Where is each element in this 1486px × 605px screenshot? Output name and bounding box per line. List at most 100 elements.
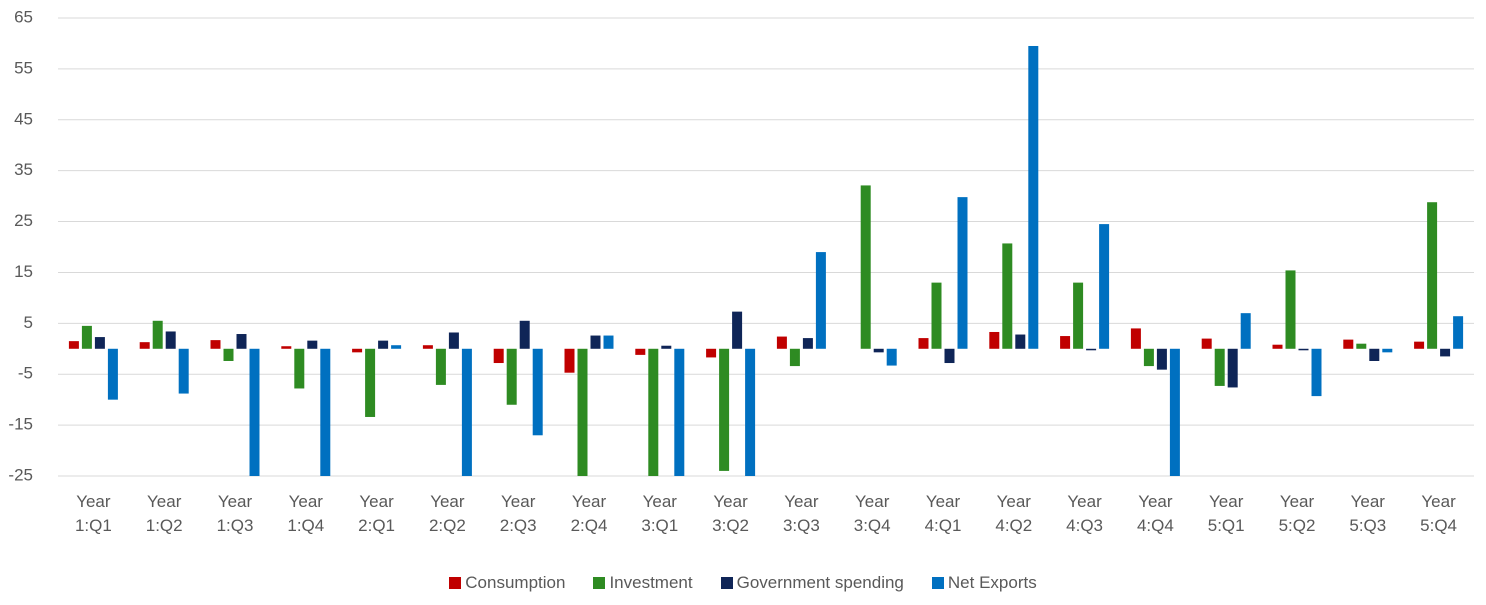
bar xyxy=(107,348,118,400)
bar xyxy=(706,348,717,358)
bar xyxy=(1356,343,1367,349)
bar xyxy=(1227,348,1238,388)
bar xyxy=(532,348,543,436)
bar xyxy=(1440,348,1451,357)
bar xyxy=(1382,348,1393,353)
bar xyxy=(81,325,92,349)
x-tick-label: Year 2:Q3 xyxy=(499,492,537,535)
bar xyxy=(249,348,260,476)
bar xyxy=(352,348,363,353)
bar xyxy=(1028,45,1039,349)
bar xyxy=(802,338,813,349)
x-tick-label: Year 5:Q2 xyxy=(1278,492,1316,535)
bar xyxy=(68,341,79,349)
x-tick-label: Year 5:Q3 xyxy=(1349,492,1387,535)
legend-item: Consumption xyxy=(449,573,565,593)
bar xyxy=(1156,348,1167,370)
bar xyxy=(648,348,659,476)
y-tick-label: 45 xyxy=(14,109,33,128)
bar xyxy=(1414,341,1425,349)
bar xyxy=(564,348,575,373)
bar xyxy=(1169,348,1180,476)
bar xyxy=(294,348,305,389)
x-tick-label: Year 3:Q1 xyxy=(641,492,679,535)
bar xyxy=(210,340,221,349)
bar xyxy=(281,346,292,349)
bar xyxy=(1201,338,1212,349)
x-tick-label: Year 3:Q2 xyxy=(712,492,750,535)
x-tick-label: Year 2:Q2 xyxy=(428,492,466,535)
x-tick-label: Year 3:Q3 xyxy=(782,492,820,535)
legend-label: Consumption xyxy=(465,573,566,592)
bar xyxy=(223,348,234,361)
bar xyxy=(152,320,163,349)
legend-item: Investment xyxy=(593,573,693,593)
x-tick-label: Year 1:Q4 xyxy=(287,492,325,535)
bar xyxy=(989,331,1000,349)
x-tick-label: Year 2:Q1 xyxy=(358,492,396,535)
bar xyxy=(1311,348,1322,397)
bar xyxy=(1073,282,1084,349)
bar xyxy=(1285,270,1296,349)
bar xyxy=(1214,348,1225,386)
bar xyxy=(944,348,955,364)
bar xyxy=(590,335,601,349)
bar xyxy=(1343,339,1354,349)
bar xyxy=(236,334,247,349)
bar xyxy=(94,337,105,349)
bar xyxy=(873,348,884,353)
x-tick-label: Year 5:Q4 xyxy=(1420,492,1458,535)
bar xyxy=(635,348,646,355)
bar xyxy=(1015,334,1026,349)
bar xyxy=(493,348,504,364)
bar xyxy=(674,348,685,476)
bar xyxy=(1369,348,1380,361)
x-tick-label: Year 4:Q4 xyxy=(1136,492,1174,535)
bar xyxy=(719,348,730,471)
bar xyxy=(1453,316,1464,349)
bar xyxy=(378,340,389,349)
bar xyxy=(661,345,672,349)
y-tick-label: 65 xyxy=(14,7,33,26)
x-tick-label: Year 2:Q4 xyxy=(570,492,608,535)
bar xyxy=(776,336,787,349)
y-tick-label: 5 xyxy=(24,313,33,332)
bar xyxy=(422,345,433,349)
bar xyxy=(365,348,376,417)
legend-label: Net Exports xyxy=(947,573,1037,592)
bar xyxy=(1099,224,1110,349)
bar xyxy=(745,348,756,476)
bar xyxy=(506,348,517,405)
bar xyxy=(1298,348,1309,351)
bar xyxy=(165,331,176,349)
bar xyxy=(1143,348,1154,367)
bar xyxy=(519,320,530,349)
bar xyxy=(577,348,588,476)
bar xyxy=(957,197,968,349)
x-tick-label: Year 1:Q3 xyxy=(216,492,254,535)
bar xyxy=(1002,243,1013,349)
bar xyxy=(461,348,472,476)
bar xyxy=(1427,202,1438,349)
x-tick-label: Year 4:Q2 xyxy=(995,492,1033,535)
legend-label: Government spending xyxy=(736,573,904,592)
bar xyxy=(139,342,150,349)
x-tick-label: Year 4:Q1 xyxy=(924,492,962,535)
legend-swatch xyxy=(931,577,944,589)
bar xyxy=(320,348,331,476)
legend: Consumption Investment Government spending… xyxy=(0,573,1486,593)
legend-label: Investment xyxy=(609,573,693,592)
bar xyxy=(435,348,446,385)
legend-swatch xyxy=(593,577,606,589)
y-tick-label: 35 xyxy=(14,160,33,179)
bar xyxy=(1272,344,1283,349)
bar xyxy=(1060,336,1071,349)
legend-swatch xyxy=(720,577,733,589)
bar xyxy=(1086,348,1097,351)
x-tick-label: Year 5:Q1 xyxy=(1207,492,1245,535)
bar xyxy=(178,348,189,394)
y-tick-label: -15 xyxy=(8,415,33,434)
bar xyxy=(1240,313,1251,349)
